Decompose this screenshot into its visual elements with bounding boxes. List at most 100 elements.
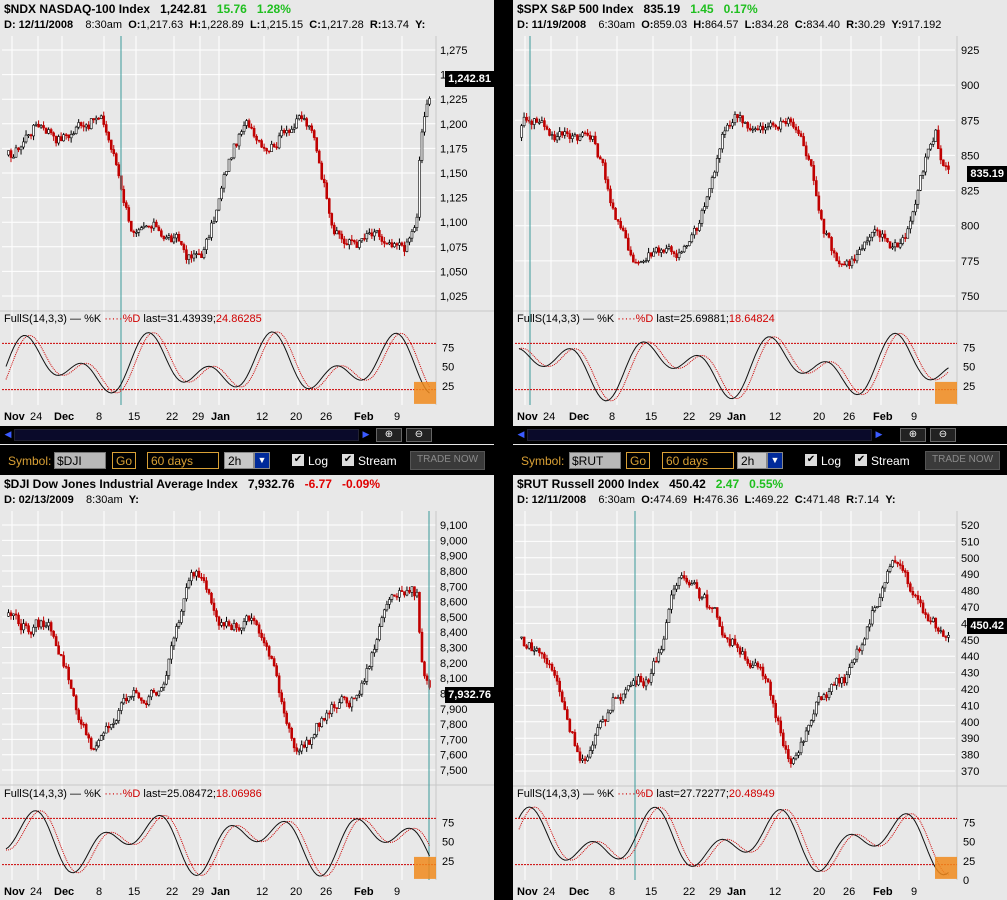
date-tick-label: 9 (911, 886, 917, 898)
candle-body (220, 187, 223, 200)
candle-body (348, 239, 351, 246)
stream-checkbox[interactable]: ✔ (342, 454, 354, 466)
date-tick-label: Nov (517, 886, 539, 898)
candle-body (792, 758, 795, 764)
zoom-out-icon[interactable]: ⊖ (406, 428, 432, 442)
candle-body (405, 589, 409, 596)
go-button[interactable]: Go (112, 452, 137, 469)
candle-body (642, 260, 645, 263)
candle-body (393, 243, 396, 248)
chart-pane-rut[interactable]: 5205105004904804704604504404304204104003… (513, 475, 1007, 900)
chevron-down-icon[interactable]: ▼ (254, 452, 270, 469)
candle-body (685, 577, 689, 583)
scroll-right-icon[interactable]: ▶ (875, 430, 883, 440)
candle-body (135, 690, 138, 694)
log-checkbox[interactable]: ✔ (805, 454, 817, 466)
log-checkbox[interactable]: ✔ (292, 454, 304, 466)
current-marker (935, 856, 957, 879)
candle-body (365, 233, 369, 240)
candle-body (532, 649, 536, 652)
date-tick-label: 20 (813, 411, 825, 423)
scroll-track[interactable] (14, 429, 359, 441)
candle-body (713, 607, 716, 609)
zoom-out-icon[interactable]: ⊖ (930, 428, 956, 442)
candle-body (89, 737, 93, 749)
candle-body (282, 701, 286, 714)
candle-body (92, 748, 96, 750)
candle-body (54, 636, 58, 647)
candle-body (690, 234, 694, 243)
candle-body (17, 147, 20, 151)
chart-scrollbar[interactable]: ◀ ▶ ⊕ ⊖ (513, 426, 1007, 444)
interval-select[interactable]: 2h (737, 452, 767, 469)
candle-body (262, 146, 266, 149)
candle-body (390, 594, 394, 600)
candle-body (327, 712, 331, 715)
chart-pane-dji[interactable]: 9,100 9,000 8,900 8,800 8,700 8,600 8,500 8,400… (0, 475, 494, 900)
chart-pane-spx[interactable]: 925 900 875 850 825 800 775 750 75 50 25 Nov 24 Dec 8 1… (513, 0, 1007, 445)
candle-body (649, 252, 653, 257)
candle-body (104, 725, 108, 734)
candle-body (240, 131, 243, 135)
candle-body (720, 134, 724, 150)
chevron-down-icon[interactable]: ▼ (767, 452, 783, 469)
candle-body (830, 684, 833, 692)
date-tick-label: 8 (96, 886, 102, 898)
price-chart[interactable]: 9,100 9,000 8,900 8,800 8,700 8,600 8,500 8,400… (0, 475, 494, 900)
candle-body (639, 676, 643, 682)
zoom-in-icon[interactable]: ⊕ (900, 428, 926, 442)
candle-body (553, 134, 556, 141)
candle-body (710, 607, 714, 610)
period-select[interactable]: 60 days (147, 452, 219, 469)
period-select[interactable]: 60 days (662, 452, 734, 469)
zoom-in-icon[interactable]: ⊕ (376, 428, 402, 442)
candle-body (152, 221, 156, 229)
chart-scrollbar[interactable]: ◀ ▶ ⊕ ⊖ (0, 426, 494, 444)
candle-body (621, 227, 625, 231)
trade-now-button[interactable]: TRADE NOW (925, 451, 1001, 470)
scroll-track[interactable] (527, 429, 872, 441)
trade-now-button[interactable]: TRADE NOW (410, 451, 486, 470)
go-button[interactable]: Go (626, 452, 651, 469)
price-chart[interactable]: 1,2751,2501,2251,2001,1751,1501,1251,100… (0, 0, 494, 425)
candle-body (667, 246, 671, 249)
candle-body (22, 623, 25, 631)
symbol-input[interactable]: $RUT (569, 452, 621, 469)
candle-body (172, 237, 176, 243)
candle-body (290, 129, 293, 133)
scroll-right-icon[interactable]: ▶ (362, 430, 370, 440)
candle-body (754, 662, 757, 666)
candle-body (222, 174, 226, 189)
candle-body (225, 621, 228, 627)
candle-body (388, 599, 391, 605)
candle-body (109, 724, 113, 729)
candle-body (944, 165, 948, 167)
stoch-d-line (518, 332, 949, 402)
candle-body (573, 732, 577, 747)
candle-body (563, 131, 567, 136)
candle-body (205, 238, 208, 250)
candle-body (44, 127, 48, 134)
scroll-left-icon[interactable]: ◀ (517, 430, 525, 440)
stream-checkbox[interactable]: ✔ (855, 454, 867, 466)
candle-body (365, 668, 369, 682)
candle-body (368, 666, 371, 669)
candle-body (408, 589, 411, 593)
interval-select[interactable]: 2h (224, 452, 254, 469)
candle-body (370, 232, 374, 237)
candle-body (916, 595, 920, 601)
candle-body (614, 207, 617, 220)
candle-body (929, 143, 932, 150)
chart-pane-ndx[interactable]: 1,2751,2501,2251,2001,1751,1501,1251,100… (0, 0, 494, 445)
scroll-left-icon[interactable]: ◀ (4, 430, 12, 440)
candle-body (870, 231, 874, 238)
symbol-input[interactable]: $DJI (54, 452, 106, 469)
price-chart[interactable]: 5205105004904804704604504404304204104003… (513, 475, 1007, 900)
candle-body (827, 233, 831, 238)
candle-body (690, 583, 694, 586)
candle-body (759, 125, 762, 131)
candle-body (947, 165, 950, 170)
indicator-name: FullS(14,3,3) (517, 313, 580, 325)
candle-body (54, 135, 58, 144)
price-chart[interactable]: 925 900 875 850 825 800 775 750 75 50 25 Nov 24 Dec 8 1… (513, 0, 1007, 425)
